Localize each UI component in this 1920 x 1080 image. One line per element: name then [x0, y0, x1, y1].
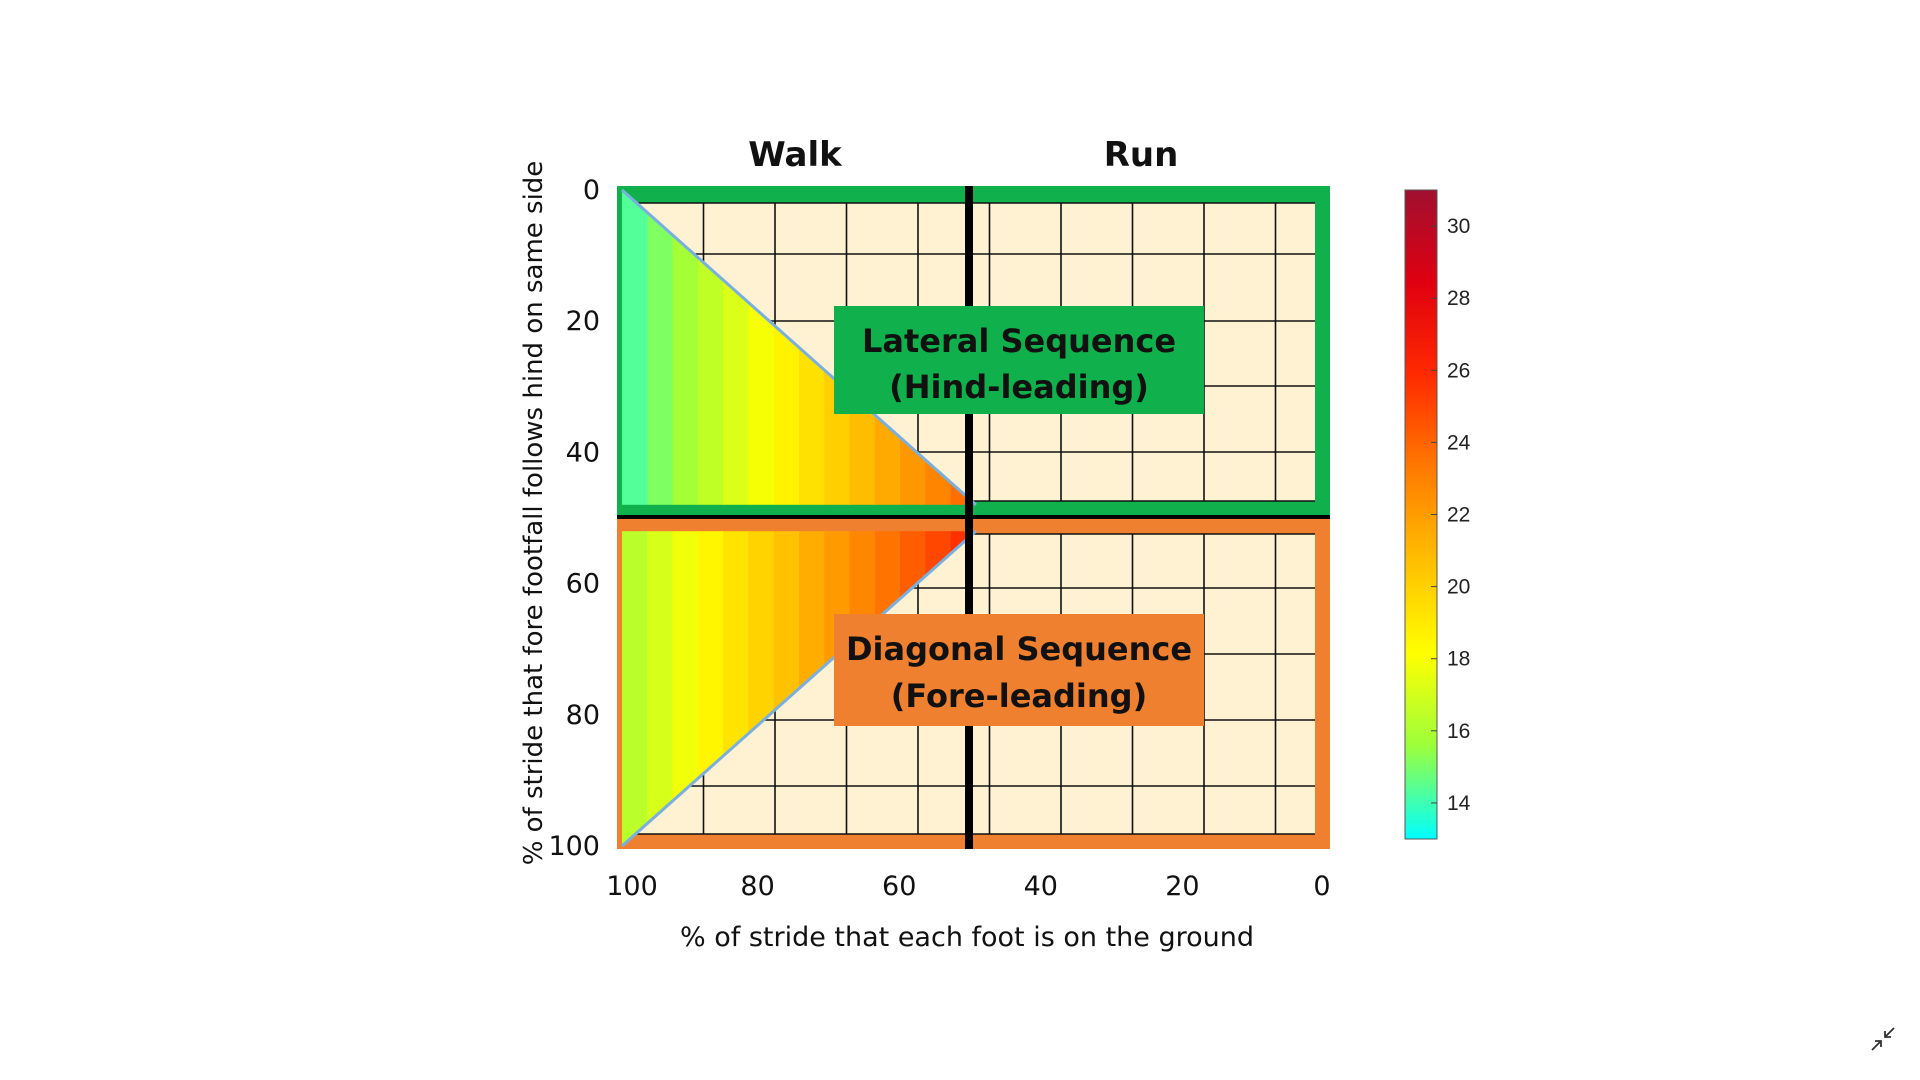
diagonal-label-line1: Diagonal Sequence — [846, 630, 1192, 668]
heat-band — [647, 531, 674, 846]
lateral-label-line1: Lateral Sequence — [862, 322, 1176, 360]
colorbar-tick-label: 20 — [1447, 576, 1470, 599]
heat-band — [622, 190, 648, 505]
x-tick-label: 60 — [882, 871, 916, 902]
run-header: Run — [1104, 135, 1179, 175]
y-tick-label: 0 — [583, 175, 600, 206]
colorbar-tick-label: 18 — [1447, 648, 1470, 671]
colorbar-tick-label: 28 — [1447, 287, 1470, 310]
x-tick-label: 20 — [1165, 871, 1199, 902]
colorbar-tick-label: 30 — [1447, 215, 1470, 238]
diagonal-triangle-edge — [621, 529, 977, 848]
x-tick-label: 100 — [606, 871, 658, 902]
diagonal-label-line2: (Fore-leading) — [891, 677, 1147, 715]
x-tick-label: 40 — [1024, 871, 1058, 902]
colorbar-tick-label: 24 — [1447, 431, 1471, 454]
colorbar-tick-label: 16 — [1447, 720, 1470, 743]
diagonal-label-box — [834, 614, 1204, 726]
colorbar-tick-label: 26 — [1447, 359, 1470, 382]
colorbar-tick-label: 22 — [1447, 504, 1470, 527]
x-tick-label: 0 — [1313, 871, 1330, 902]
lateral-label-box — [834, 306, 1204, 414]
heat-band — [647, 190, 674, 505]
y-tick-label: 80 — [566, 700, 600, 731]
colorbar-tick-label: 14 — [1447, 792, 1471, 815]
x-tick-label: 80 — [740, 871, 774, 902]
lateral-label-line2: (Hind-leading) — [889, 368, 1149, 406]
y-tick-label: 60 — [566, 569, 600, 600]
y-tick-label: 20 — [566, 306, 600, 337]
y-axis-label: % of stride that fore footfall follows h… — [519, 161, 549, 866]
lateral-triangle-edge — [621, 188, 977, 507]
y-tick-label: 100 — [548, 831, 600, 862]
walk-header: Walk — [748, 135, 843, 175]
x-axis-label: % of stride that each foot is on the gro… — [680, 922, 1254, 953]
y-tick-label: 40 — [566, 437, 600, 468]
minimize-arrows-icon[interactable] — [1870, 1026, 1896, 1052]
heat-band — [622, 531, 648, 846]
